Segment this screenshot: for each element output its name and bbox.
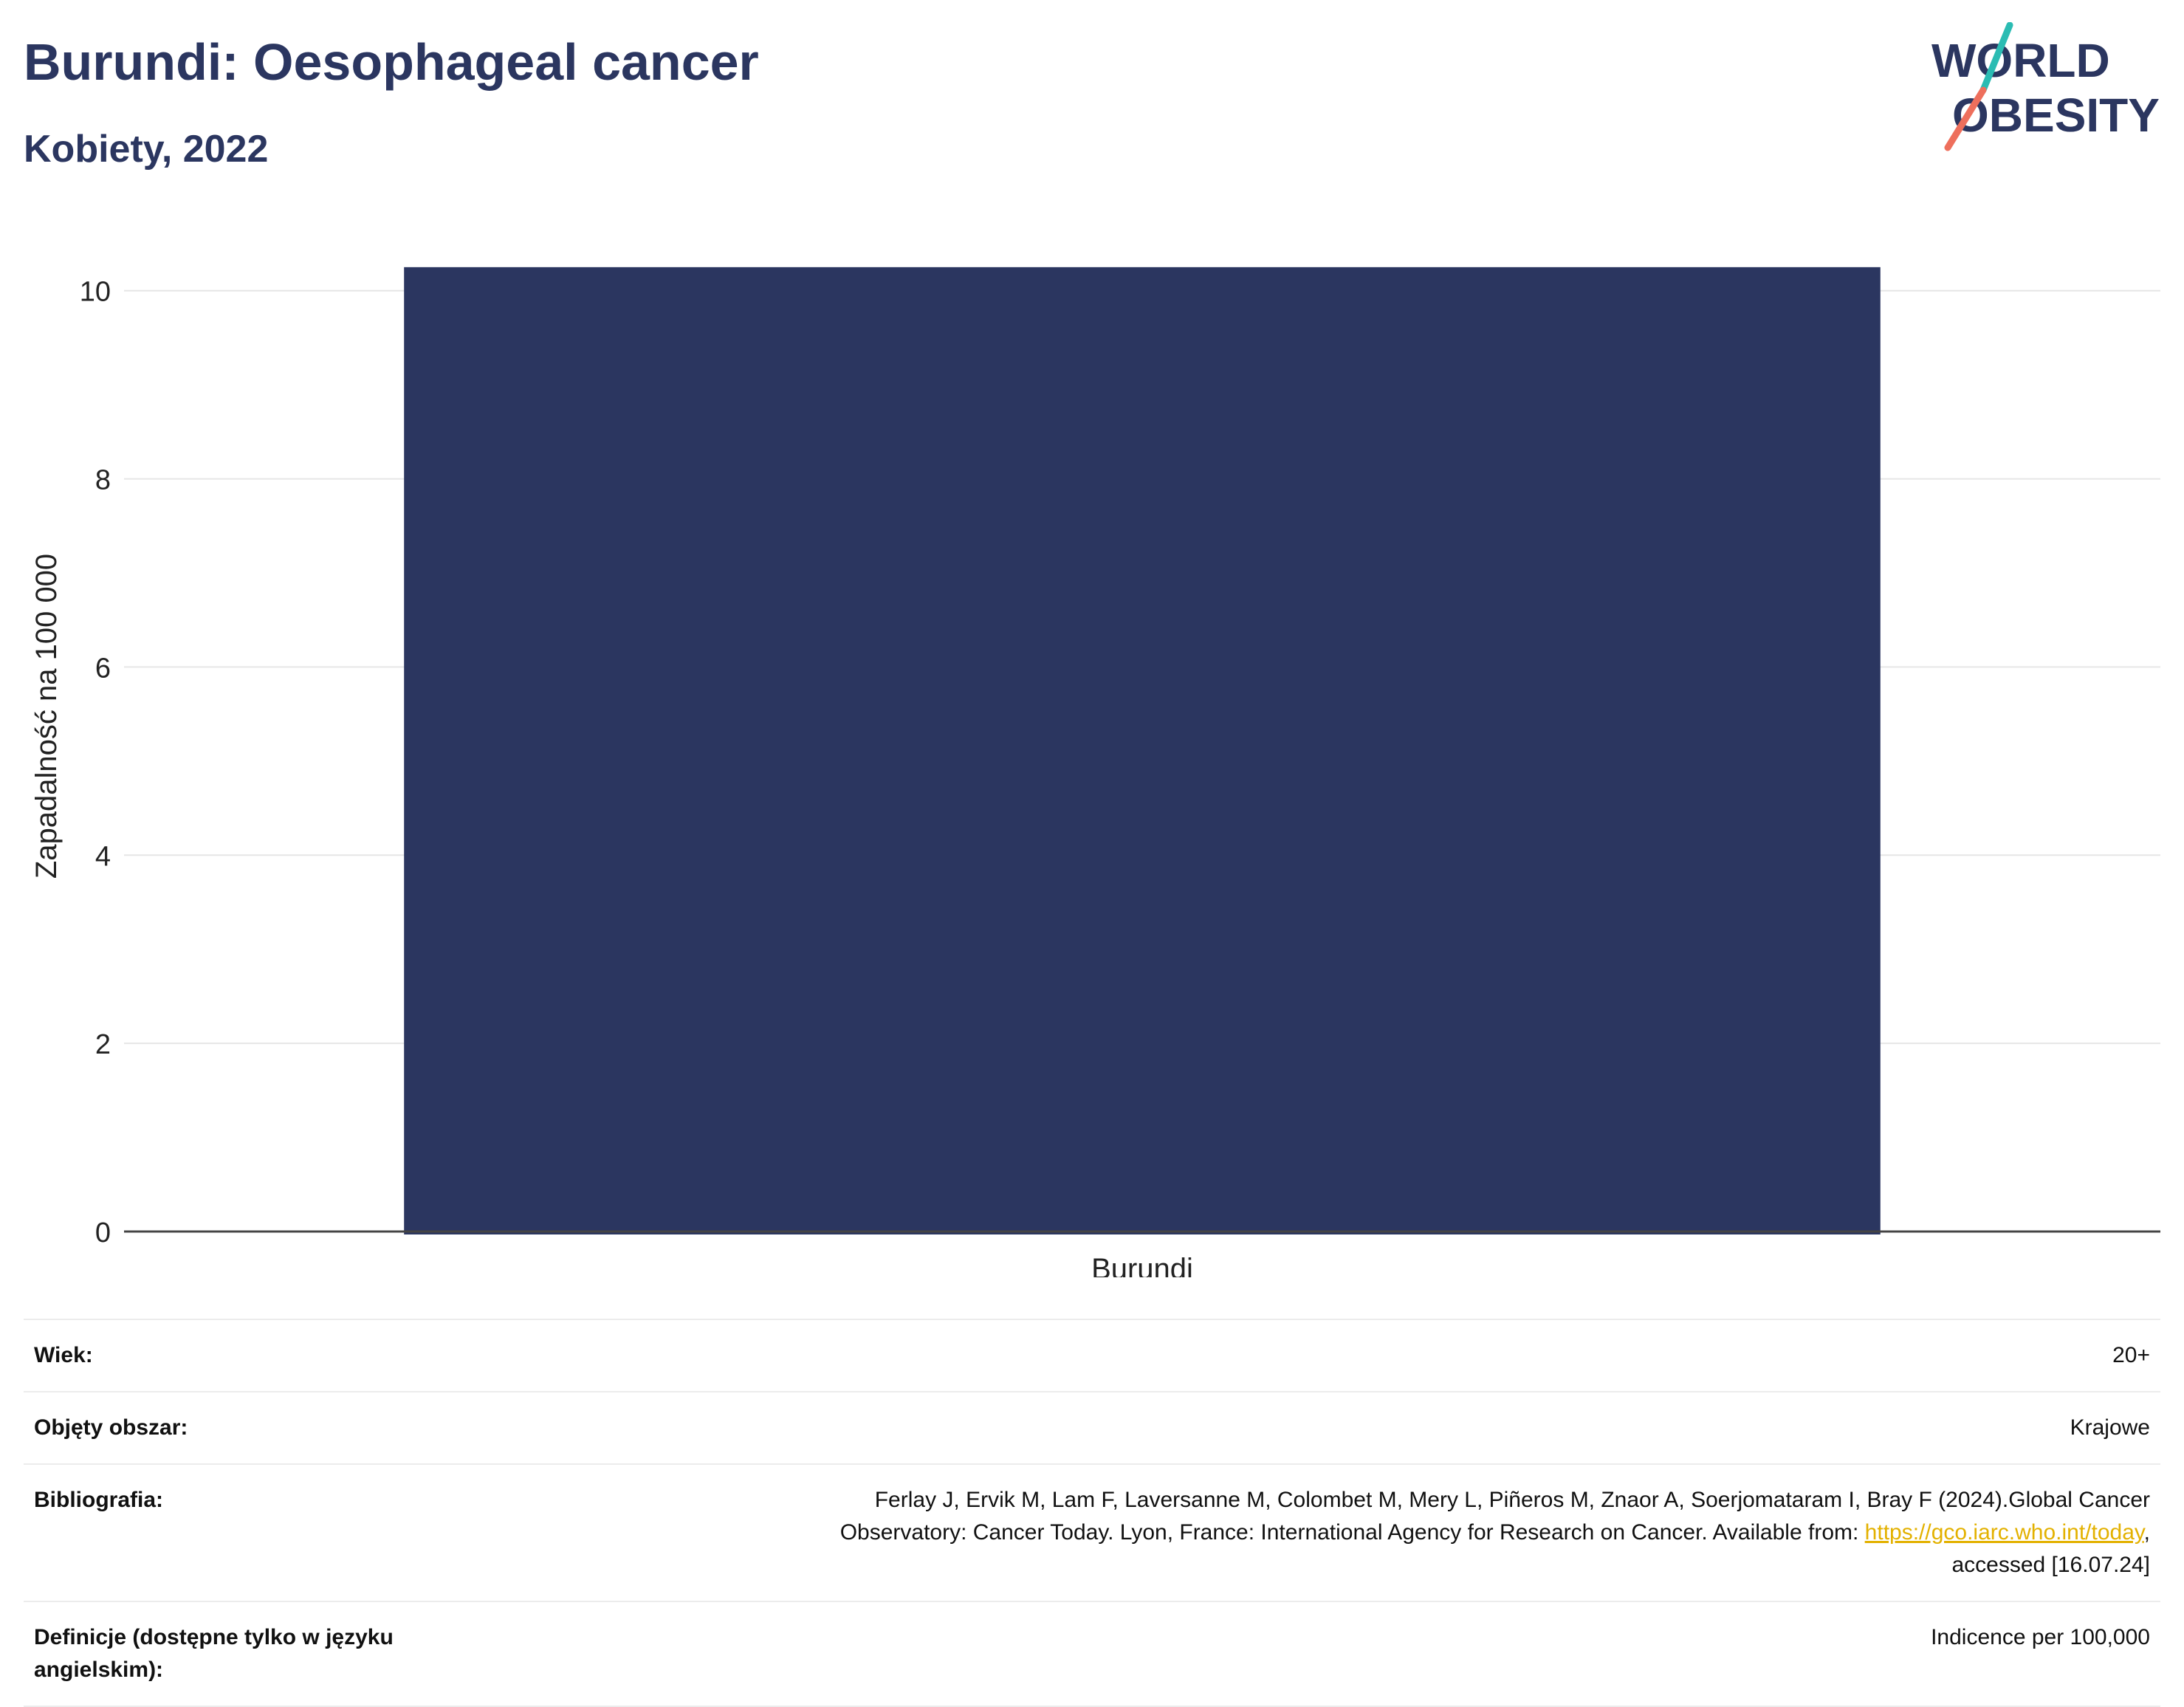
meta-value-area: Krajowe (2070, 1415, 2150, 1440)
meta-row-definitions: Definicje (dostępne tylko w języku angie… (24, 1601, 2160, 1707)
metadata-table: Wiek: 20+ Objęty obszar: Krajowe Bibliog… (24, 1319, 2160, 1707)
world-obesity-logo: WORLD OBESITY (1931, 22, 2160, 151)
meta-label-bibliography: Bibliografia: (34, 1488, 164, 1512)
bar-burundi[interactable] (404, 267, 1881, 1234)
x-tick-label: Burundi (1091, 1253, 1193, 1277)
meta-row-bibliography: Bibliografia: Ferlay J, Ervik M, Lam F, … (24, 1463, 2160, 1601)
y-tick-label: 4 (95, 841, 111, 872)
bibliography-line-2-text: Observatory: Cancer Today. Lyon, France:… (839, 1520, 1865, 1545)
y-tick-label: 0 (95, 1217, 111, 1249)
y-tick-label: 6 (95, 653, 111, 684)
meta-row-age: Wiek: 20+ (24, 1319, 2160, 1391)
bibliography-line-2: Observatory: Cancer Today. Lyon, France:… (840, 1517, 2150, 1549)
meta-label-definitions: Definicje (dostępne tylko w języku angie… (34, 1625, 394, 1682)
y-tick-label: 2 (95, 1029, 111, 1060)
page-title: Burundi: Oesophageal cancer (24, 33, 759, 91)
y-axis-label: Zapadalność na 100 000 (30, 554, 63, 879)
meta-row-area: Objęty obszar: Krajowe (24, 1391, 2160, 1463)
bibliography-link[interactable]: https://gco.iarc.who.int/today (1864, 1520, 2144, 1545)
logo-text-world: WORLD (1931, 34, 2110, 87)
bar-chart: 0 2 4 6 8 10 Burundi Zapadalność na 100 000 (30, 267, 2160, 1277)
meta-label-area: Objęty obszar: (34, 1415, 188, 1440)
logo-slash-top (1979, 22, 2013, 94)
logo-text-obesity: OBESITY (1952, 89, 2160, 142)
meta-value-bibliography: Ferlay J, Ervik M, Lam F, Laversanne M, … (840, 1484, 2150, 1581)
x-axis-labels: Burundi (1091, 1253, 1193, 1277)
y-axis-ticks: 0 2 4 6 8 10 (80, 277, 111, 1249)
bibliography-line-1: Ferlay J, Ervik M, Lam F, Laversanne M, … (874, 1488, 2150, 1512)
page-subtitle: Kobiety, 2022 (24, 128, 269, 171)
chart-bars (404, 267, 1881, 1234)
meta-value-age: 20+ (2112, 1343, 2150, 1367)
meta-label-age: Wiek: (34, 1343, 93, 1367)
y-tick-label: 10 (80, 277, 111, 308)
bibliography-line-3: accessed [16.07.24] (1951, 1553, 2150, 1577)
bibliography-line-2-end: , (2143, 1520, 2150, 1545)
logo-slash-bottom (1944, 86, 1987, 151)
y-tick-label: 8 (95, 465, 111, 496)
meta-value-definitions: Indicence per 100,000 (1931, 1625, 2150, 1649)
